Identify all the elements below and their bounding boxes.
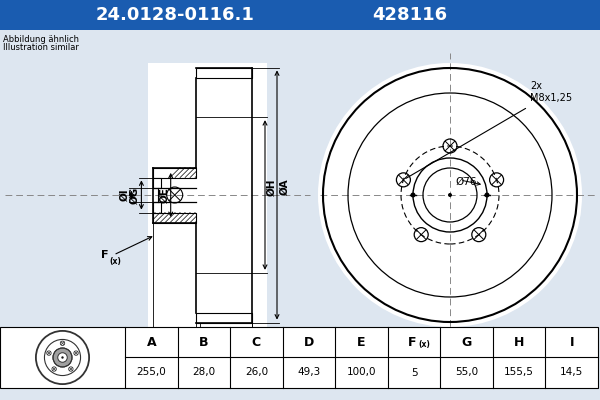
Text: 428116: 428116 — [373, 6, 448, 24]
Text: H: H — [514, 336, 524, 348]
Text: (x): (x) — [418, 340, 430, 348]
Bar — [0, 327, 598, 388]
Text: 100,0: 100,0 — [347, 368, 376, 378]
Circle shape — [485, 192, 490, 198]
Text: ØE: ØE — [160, 187, 170, 203]
Text: 28,0: 28,0 — [192, 368, 215, 378]
Text: D: D — [304, 336, 314, 348]
Circle shape — [410, 192, 415, 198]
Text: ØG: ØG — [130, 186, 139, 204]
Circle shape — [61, 356, 64, 359]
Text: (x): (x) — [109, 257, 121, 266]
Text: Abbildung ähnlich: Abbildung ähnlich — [3, 35, 79, 44]
Text: 14,5: 14,5 — [560, 368, 583, 378]
Text: 255,0: 255,0 — [136, 368, 166, 378]
Circle shape — [53, 348, 72, 367]
Bar — [0, 0, 600, 30]
Text: A: A — [146, 336, 156, 348]
Text: B: B — [199, 336, 209, 348]
Text: 2x
M8x1,25: 2x M8x1,25 — [530, 81, 572, 103]
Text: G: G — [461, 336, 472, 348]
Bar — [196, 312, 252, 322]
Text: 155,5: 155,5 — [504, 368, 534, 378]
Bar — [154, 168, 196, 178]
Text: F: F — [101, 250, 109, 260]
Circle shape — [318, 63, 582, 327]
Bar — [154, 178, 161, 188]
Text: Illustration similar: Illustration similar — [3, 43, 79, 52]
Text: 26,0: 26,0 — [245, 368, 268, 378]
Circle shape — [448, 193, 452, 197]
Text: B: B — [220, 338, 228, 348]
Text: 24.0128-0116.1: 24.0128-0116.1 — [95, 6, 254, 24]
Circle shape — [58, 353, 67, 362]
Text: F: F — [408, 336, 416, 348]
Text: 55,0: 55,0 — [455, 368, 478, 378]
Bar — [196, 68, 252, 78]
Text: ØI: ØI — [119, 189, 130, 201]
Text: E: E — [357, 336, 366, 348]
Text: 5: 5 — [411, 368, 418, 378]
Text: ØH: ØH — [267, 178, 277, 196]
Text: I: I — [569, 336, 574, 348]
Text: C: C — [252, 336, 261, 348]
Bar — [154, 212, 196, 222]
Text: D: D — [198, 358, 208, 368]
Text: Ø76: Ø76 — [455, 177, 476, 187]
Text: C (MTH): C (MTH) — [256, 340, 303, 350]
Bar — [148, 62, 267, 328]
Bar — [154, 202, 161, 212]
Text: ØA: ØA — [280, 179, 290, 195]
Text: 49,3: 49,3 — [298, 368, 320, 378]
